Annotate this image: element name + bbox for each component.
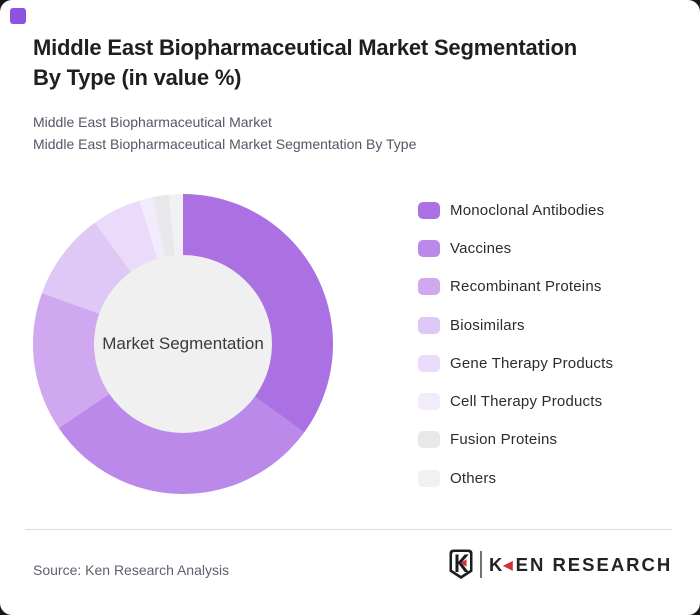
footer-divider xyxy=(25,529,672,530)
logo-k: K xyxy=(489,553,505,575)
legend-swatch xyxy=(418,201,440,219)
source-text: Source: Ken Research Analysis xyxy=(33,562,230,578)
page-title-line1: Middle East Biopharmaceutical Market Seg… xyxy=(33,35,578,60)
legend-label: Vaccines xyxy=(450,239,512,257)
logo-wordmark: K ◀ EN RESEARCH xyxy=(489,554,672,576)
legend-swatch xyxy=(418,469,440,487)
legend: Monoclonal Antibodies Vaccines Recombinant… xyxy=(418,191,613,497)
ken-research-logo: K ◀ EN RESEARCH xyxy=(449,549,672,580)
legend-item-monoclonal-antibodies[interactable]: Monoclonal Antibodies xyxy=(418,191,613,229)
legend-label: Others xyxy=(450,469,497,487)
legend-swatch xyxy=(418,316,440,334)
chart-subtitle-line2: Middle East Biopharmaceutical Market Seg… xyxy=(33,135,417,152)
logo-rest: EN RESEARCH xyxy=(515,553,673,575)
chart-subtitle-line1: Middle East Biopharmaceutical Market xyxy=(33,114,272,130)
logo-red-arrow-icon: ◀ xyxy=(503,557,515,572)
legend-swatch xyxy=(418,278,440,296)
donut-chart: Market Segmentation xyxy=(33,194,333,494)
legend-label: Biosimilars xyxy=(450,316,525,334)
legend-item-cell-therapy-products[interactable]: Cell Therapy Products xyxy=(418,382,613,420)
page-title-line2: By Type (in value %) xyxy=(33,65,242,90)
ken-shield-icon xyxy=(449,549,473,579)
legend-item-biosimilars[interactable]: Biosimilars xyxy=(418,306,613,344)
chart-subtitle: Middle East Biopharmaceutical Market Mid… xyxy=(33,112,673,155)
donut-center-label: Market Segmentation xyxy=(102,334,264,353)
legend-item-fusion-proteins[interactable]: Fusion Proteins xyxy=(418,421,613,459)
legend-label: Monoclonal Antibodies xyxy=(450,201,605,219)
page-title: Middle East Biopharmaceutical Market Seg… xyxy=(33,33,673,93)
legend-swatch xyxy=(418,354,440,372)
donut-center: Market Segmentation xyxy=(94,255,272,433)
legend-label: Gene Therapy Products xyxy=(450,354,614,372)
brand-accent-square xyxy=(10,8,26,24)
legend-label: Cell Therapy Products xyxy=(450,393,603,411)
red-arrow-icon xyxy=(460,559,467,567)
legend-swatch xyxy=(418,239,440,257)
legend-label: Recombinant Proteins xyxy=(450,278,602,296)
legend-label: Fusion Proteins xyxy=(450,431,558,449)
legend-item-gene-therapy-products[interactable]: Gene Therapy Products xyxy=(418,344,613,382)
legend-swatch xyxy=(418,393,440,411)
legend-swatch xyxy=(418,431,440,449)
legend-item-recombinant-proteins[interactable]: Recombinant Proteins xyxy=(418,268,613,306)
legend-item-others[interactable]: Others xyxy=(418,459,613,497)
logo-separator xyxy=(480,551,482,578)
legend-item-vaccines[interactable]: Vaccines xyxy=(418,229,613,267)
